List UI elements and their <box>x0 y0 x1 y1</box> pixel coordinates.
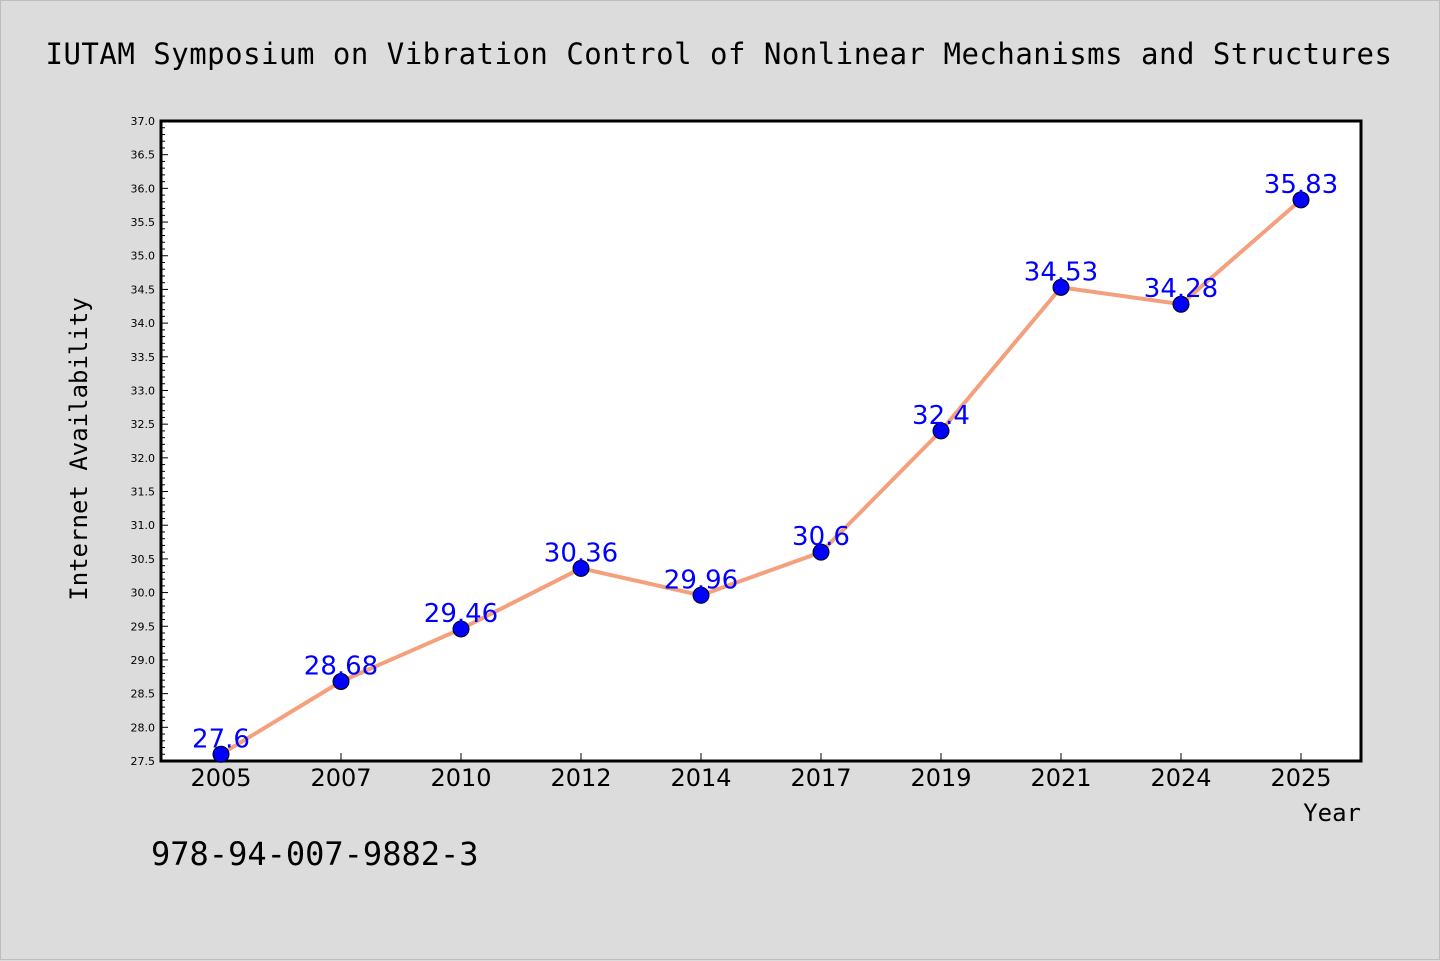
data-label: 34.53 <box>1024 257 1098 287</box>
data-label: 34.28 <box>1144 274 1218 304</box>
data-point <box>1052 278 1070 296</box>
y-tick-label: 29.0 <box>131 654 156 667</box>
x-tick-label: 2007 <box>310 764 371 792</box>
x-tick-label: 2017 <box>790 764 851 792</box>
series-line <box>219 198 1303 757</box>
y-tick-label: 36.0 <box>131 182 156 195</box>
y-tick-label: 31.5 <box>131 486 156 499</box>
data-point <box>812 543 830 561</box>
x-tick-label: 2019 <box>910 764 971 792</box>
chart-title: IUTAM Symposium on Vibration Control of … <box>46 37 1393 71</box>
y-tick-label: 32.0 <box>131 452 156 465</box>
data-label: 35.83 <box>1264 170 1338 200</box>
y-axis: 27.5 28.0 28.5 29.0 29.5 30.0 30.5 31.0 31.5 32.0… <box>131 115 168 768</box>
y-tick-label: 35.0 <box>131 250 156 263</box>
y-tick-label: 31.0 <box>131 519 156 532</box>
plot-area <box>159 119 1363 763</box>
y-axis-title: Internet Availability <box>65 297 93 600</box>
y-tick-label: 34.0 <box>131 317 156 330</box>
y-tick-label: 27.5 <box>131 755 156 768</box>
y-tick-label: 29.5 <box>131 620 156 633</box>
data-point <box>1292 191 1310 209</box>
x-tick-label: 2024 <box>1150 764 1211 792</box>
data-labels: 27.6 28.68 29.46 30.36 29.96 30.6 32.4 34.53 34.… <box>192 170 1338 754</box>
series-line-path <box>219 198 1303 757</box>
data-label: 28.68 <box>304 652 378 682</box>
x-axis: 2005 2007 2010 2012 2014 2017 2019 2021 2024 2025 <box>190 753 1332 792</box>
y-tick-label: 32.5 <box>131 418 156 431</box>
data-label: 29.46 <box>424 599 498 629</box>
x-tick-label: 2014 <box>670 764 731 792</box>
data-label: 32.4 <box>912 401 970 431</box>
data-point <box>452 620 470 638</box>
x-tick-label: 2012 <box>550 764 611 792</box>
x-axis-title: Year <box>1303 799 1361 827</box>
data-markers <box>212 191 1310 763</box>
data-point <box>692 586 710 604</box>
y-tick-label: 33.0 <box>131 384 156 397</box>
x-tick-label: 2010 <box>430 764 491 792</box>
y-tick-label: 33.5 <box>131 351 156 364</box>
data-label: 27.6 <box>192 724 250 754</box>
y-tick-label: 35.5 <box>131 216 156 229</box>
data-label: 30.6 <box>792 522 850 552</box>
data-point <box>572 559 590 577</box>
y-tick-label: 30.5 <box>131 553 156 566</box>
x-tick-label: 2021 <box>1030 764 1091 792</box>
isbn-text: 978-94-007-9882-3 <box>151 835 479 873</box>
y-tick-label: 28.5 <box>131 688 156 701</box>
y-tick-label: 28.0 <box>131 721 156 734</box>
data-point <box>332 673 350 691</box>
data-label: 29.96 <box>664 565 738 595</box>
data-label: 30.36 <box>544 538 618 568</box>
x-tick-label: 2005 <box>190 764 251 792</box>
x-tick-label: 2025 <box>1270 764 1331 792</box>
y-tick-label: 36.5 <box>131 149 156 162</box>
data-point <box>1172 295 1190 313</box>
y-tick-label: 30.0 <box>131 587 156 600</box>
data-point <box>212 745 230 763</box>
data-point <box>932 422 950 440</box>
y-tick-label: 34.5 <box>131 283 156 296</box>
y-tick-label: 37.0 <box>131 115 156 128</box>
